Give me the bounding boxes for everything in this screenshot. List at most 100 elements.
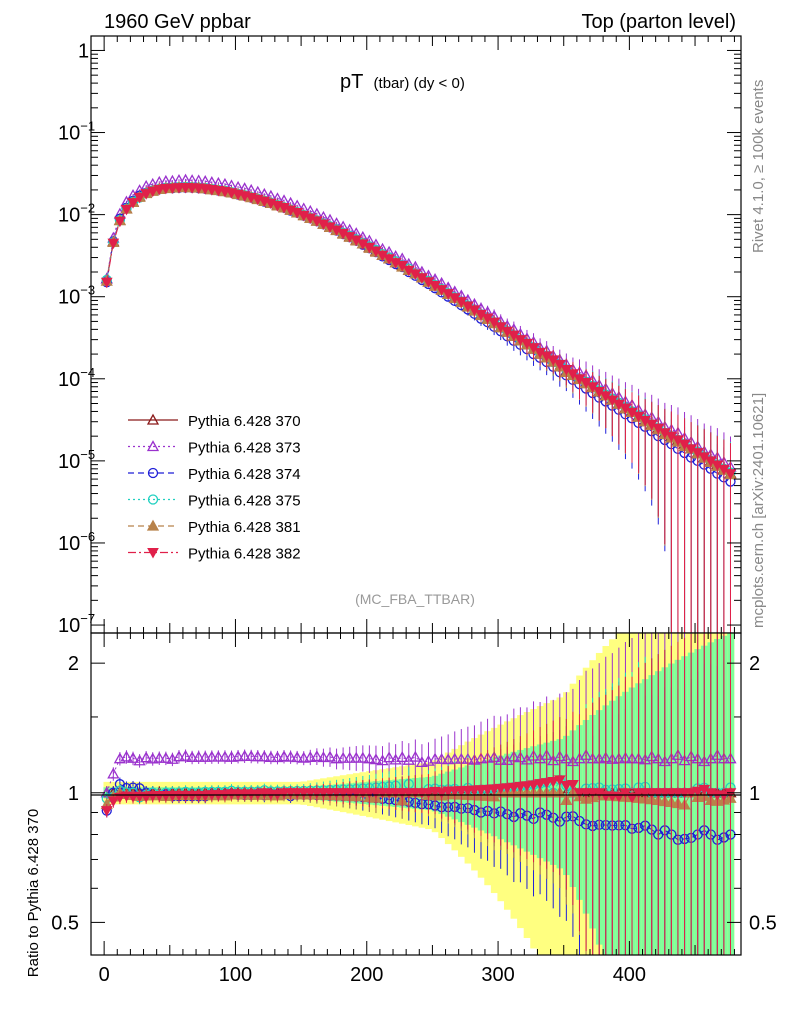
ratio-y-tick-label: 0.5 [51, 912, 79, 934]
ratio-point [297, 751, 310, 763]
ratio-point [356, 751, 369, 763]
data-point [100, 277, 113, 289]
ratio-y-tick-label-right: 1 [749, 783, 760, 805]
ratio-point [238, 749, 251, 761]
ratio-point [369, 753, 383, 765]
legend-label: Pythia 6.428 375 [188, 493, 301, 510]
data-point [553, 359, 566, 371]
ratio-point [323, 750, 337, 762]
ratio-point [186, 751, 199, 763]
ratio-point [553, 775, 566, 786]
ratio-point [718, 790, 730, 802]
ratio-point [409, 750, 422, 762]
ratio-point [415, 756, 429, 768]
ratio-point [291, 751, 304, 763]
x-tick-label: 300 [481, 964, 514, 986]
ratio-point [540, 778, 553, 789]
series-line [106, 179, 731, 468]
y-tick-label: 10−5 [58, 447, 95, 473]
series-line [106, 186, 731, 475]
ratio-point [350, 751, 363, 763]
ratio-point [212, 750, 225, 762]
ratio-point [107, 767, 120, 779]
legend-marker [147, 494, 159, 505]
plot-title-main: pT [340, 71, 363, 93]
legend-label: Pythia 6.428 374 [188, 466, 301, 483]
plot-title: pT (tbar) (dy < 0) [340, 71, 465, 93]
legend-item: Pythia 6.428 375 [128, 493, 301, 510]
ratio-point [310, 750, 323, 762]
ratio-point [199, 750, 212, 762]
data-point [153, 184, 166, 196]
y-tick-label: 10−1 [58, 119, 95, 145]
x-tick-label: 100 [219, 964, 252, 986]
ratio-point [218, 750, 232, 762]
ratio-point [172, 750, 186, 762]
series-line [106, 187, 731, 482]
rivet-label: Rivet 4.1.0, ≥ 100k events [750, 80, 767, 253]
header-right: Top (parton level) [581, 11, 736, 33]
legend-label: Pythia 6.428 381 [188, 519, 301, 536]
series-373 [100, 173, 737, 633]
ratio-series-layer [100, 633, 737, 955]
ratio-point [363, 752, 376, 764]
ratio-point [192, 750, 205, 762]
ratio-point [691, 786, 704, 798]
ratio-point [179, 749, 192, 761]
ratio-point [199, 790, 212, 802]
ratio-point [317, 751, 330, 763]
mcplots-label: mcplots.cern.ch [arXiv:2401.10621] [750, 393, 767, 628]
legend-marker [146, 519, 160, 531]
y-tick-label: 1 [78, 40, 89, 62]
legend-item: Pythia 6.428 374 [128, 466, 301, 483]
main-series-layer [100, 173, 737, 633]
y-tick-label: 10−7 [58, 611, 95, 637]
legend-item: Pythia 6.428 381 [128, 519, 301, 536]
main-frame [90, 35, 742, 634]
ratio-point [337, 751, 350, 763]
ratio-point [514, 781, 527, 793]
ratio-point [100, 806, 113, 817]
y-tick-label: 10−4 [58, 365, 95, 391]
legend-marker [147, 467, 159, 479]
ratio-y-tick-label: 1 [68, 783, 79, 805]
x-tick-label: 0 [99, 964, 110, 986]
data-point [146, 186, 159, 198]
main-axis-ticks: 1 10−1 10−2 10−3 10−4 10−5 10−6 10−7 [58, 36, 741, 637]
plot-title-sub: (tbar) (dy < 0) [374, 75, 465, 92]
ratio-point [396, 751, 409, 763]
ratio-point [428, 752, 442, 764]
ratio-point [304, 750, 317, 762]
ratio-point [153, 751, 166, 763]
ratio-point [547, 776, 560, 788]
ratio-point [225, 750, 238, 762]
ratio-point [159, 751, 172, 763]
data-point [107, 238, 120, 250]
data-point [724, 469, 737, 480]
ratio-point [277, 750, 291, 762]
legend-marker [146, 413, 160, 425]
legend-marker [147, 548, 159, 559]
ratio-point [527, 780, 540, 791]
y-tick-label: 10−3 [58, 283, 95, 309]
ratio-point [205, 750, 218, 762]
ratio-point [245, 750, 258, 762]
ratio-point [501, 783, 514, 794]
series-line [106, 187, 731, 476]
ratio-point [494, 783, 507, 795]
ratio-point [126, 751, 140, 763]
legend-marker [146, 440, 160, 452]
header-left: 1960 GeV ppbar [104, 11, 251, 33]
ratio-point [107, 796, 120, 807]
ratio-point [435, 752, 448, 764]
ratio-point [685, 788, 697, 799]
ratio-point [488, 784, 500, 795]
ratio-point [422, 788, 435, 799]
ratio-point [521, 781, 533, 792]
ratio-point [382, 751, 396, 763]
ratio-y-tick-label-right: 0.5 [749, 912, 777, 934]
analysis-label: (MC_FBA_TTBAR) [355, 591, 475, 607]
ratio-point [146, 752, 159, 764]
ratio-point [343, 751, 356, 763]
ratio-point [330, 752, 343, 764]
